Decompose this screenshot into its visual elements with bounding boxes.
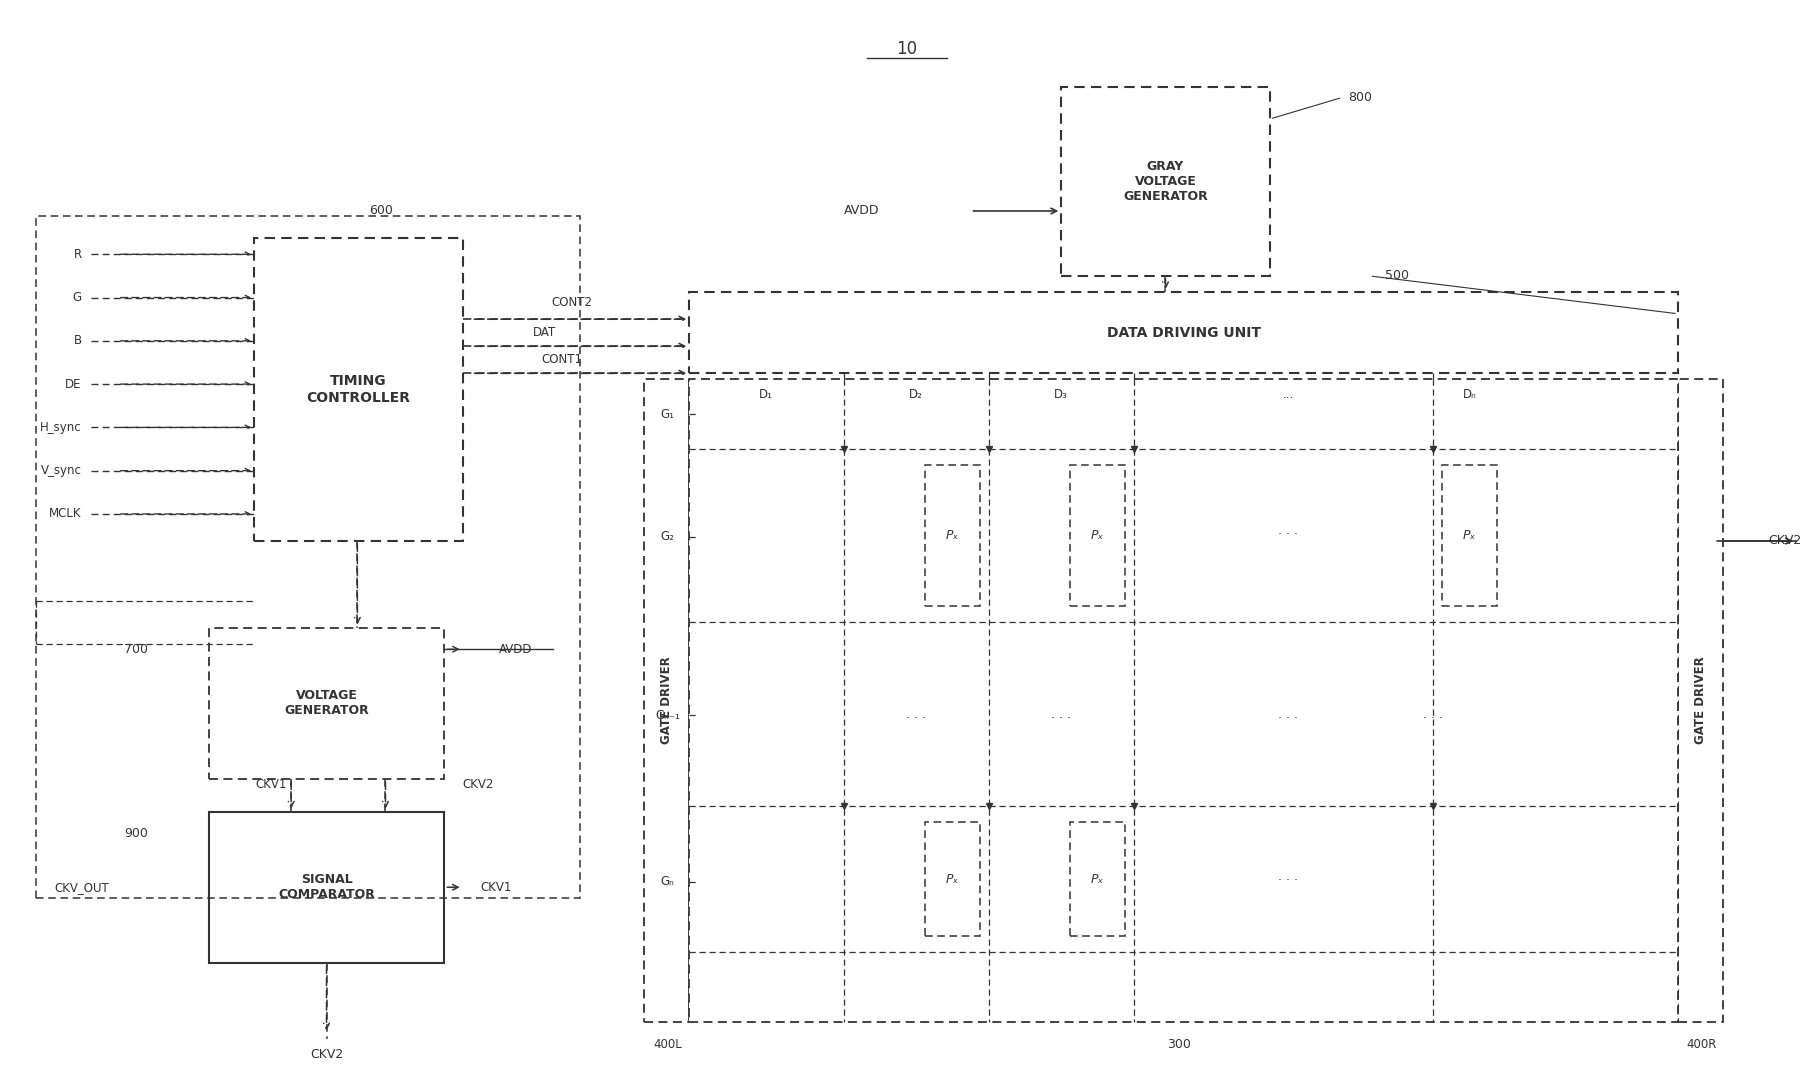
Text: AVDD: AVDD [499,643,532,656]
Text: D₁: D₁ [758,388,773,401]
Bar [1678,379,1723,1022]
Text: 400R: 400R [1687,1038,1716,1051]
Text: Pₓ: Pₓ [1090,872,1105,886]
Text: H_sync: H_sync [40,421,82,434]
Text: Dₙ: Dₙ [1462,388,1477,401]
Text: AVDD: AVDD [844,204,880,217]
Text: GATE DRIVER: GATE DRIVER [1694,657,1707,744]
Bar [1070,822,1125,936]
Text: . . .: . . . [1277,708,1299,721]
Bar [689,292,1678,373]
Text: MCLK: MCLK [49,507,82,520]
Bar [36,216,580,898]
Text: CONT1: CONT1 [542,353,582,366]
Text: . . .: . . . [1422,708,1444,721]
Text: D₂: D₂ [909,388,923,401]
Text: . . .: . . . [905,708,927,721]
Text: 600: 600 [368,204,394,217]
Text: G₁: G₁ [660,408,675,421]
Text: TIMING
CONTROLLER: TIMING CONTROLLER [307,374,410,405]
Text: ...: ... [1282,388,1293,401]
Text: Pₓ: Pₓ [1090,529,1105,542]
Text: 800: 800 [1348,91,1373,104]
Text: Pₓ: Pₓ [945,529,960,542]
Text: CKV_OUT: CKV_OUT [54,881,109,894]
Text: DAT: DAT [533,326,555,339]
Text: V_sync: V_sync [40,464,82,477]
Bar [254,238,463,541]
Text: VOLTAGE
GENERATOR: VOLTAGE GENERATOR [285,689,368,717]
Text: 300: 300 [1166,1038,1192,1051]
Text: . . .: . . . [1277,524,1299,537]
Text: D₃: D₃ [1054,388,1068,401]
Text: B: B [74,334,82,347]
Text: GRAY
VOLTAGE
GENERATOR: GRAY VOLTAGE GENERATOR [1123,160,1208,202]
Bar [689,379,1678,1022]
Text: CKV1: CKV1 [256,778,287,791]
Bar [925,822,980,936]
Text: CKV2: CKV2 [310,1048,343,1061]
Text: CKV2: CKV2 [463,778,493,791]
Bar [1070,465,1125,606]
Text: R: R [74,248,82,261]
Text: 700: 700 [123,643,149,656]
Bar [209,812,444,963]
Text: 400L: 400L [653,1038,682,1051]
Text: Pₓ: Pₓ [1462,529,1477,542]
Text: CONT2: CONT2 [551,296,591,309]
Text: DE: DE [65,378,82,391]
Bar [644,379,689,1022]
Text: Pₓ: Pₓ [945,872,960,886]
Bar [925,465,980,606]
Text: 900: 900 [123,827,149,840]
Text: CKV2: CKV2 [1769,535,1801,547]
Text: . . .: . . . [1277,870,1299,883]
Text: SIGNAL
COMPARATOR: SIGNAL COMPARATOR [278,873,375,901]
Text: 10: 10 [896,40,918,57]
Bar [1442,465,1497,606]
Text: DATA DRIVING UNIT: DATA DRIVING UNIT [1107,326,1261,340]
Bar [1061,87,1270,276]
Text: GATE DRIVER: GATE DRIVER [660,657,673,744]
Text: Gₙ₋₁: Gₙ₋₁ [655,709,680,722]
Text: 500: 500 [1384,269,1409,282]
Text: CKV1: CKV1 [481,881,512,894]
Text: G: G [73,291,82,304]
Bar [209,628,444,779]
Text: G₂: G₂ [660,530,675,543]
Text: Gₙ: Gₙ [660,875,675,888]
Text: . . .: . . . [1050,708,1072,721]
